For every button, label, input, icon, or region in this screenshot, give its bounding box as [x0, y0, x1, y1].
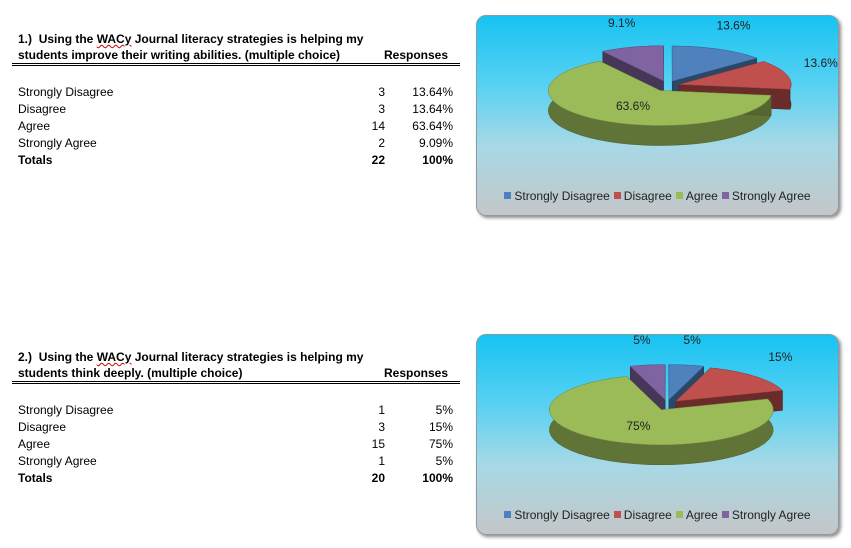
- question-2-title-end: Journal literacy strategies is helping m…: [18, 350, 364, 380]
- row-percent: 63.64%: [412, 119, 453, 133]
- data-label-strongly-agree: 5%: [633, 335, 651, 347]
- pie-chart-1: 13.6% 13.6% 63.6% 9.1% Strongly Disagree Dis…: [476, 15, 839, 216]
- question-1-row: Disagree 3 13.64%: [18, 101, 458, 118]
- row-label: Disagree: [18, 420, 67, 434]
- pie-chart-2: 5% 15% 75% 5% Strongly Disagree Disagree Agre…: [476, 334, 839, 535]
- legend-item-strongly-disagree: Strongly Disagree: [504, 508, 610, 522]
- data-label-agree: 75%: [626, 419, 650, 433]
- row-label: Strongly Disagree: [18, 85, 114, 99]
- row-count: 3: [378, 420, 385, 434]
- totals-count: 22: [371, 153, 385, 167]
- legend-item-disagree: Disagree: [613, 189, 672, 203]
- legend-item-strongly-disagree: Strongly Disagree: [504, 189, 610, 203]
- legend-label-agree: Agree: [685, 508, 718, 522]
- row-percent: 9.09%: [418, 136, 453, 150]
- question-2-row: Strongly Agree 1 5%: [18, 453, 458, 470]
- data-label-disagree: 15%: [768, 350, 792, 364]
- row-percent: 13.64%: [412, 85, 453, 99]
- legend-item-disagree: Disagree: [613, 508, 672, 522]
- row-count: 1: [378, 454, 385, 468]
- legend-label-strongly-disagree: Strongly Disagree: [514, 508, 610, 522]
- data-label-strongly-disagree: 13.6%: [716, 19, 750, 33]
- pie-slice-agree: [547, 60, 772, 146]
- row-label: Agree: [18, 437, 51, 451]
- totals-label: Totals: [18, 471, 53, 485]
- question-2-title: 2.) Using the WACy Journal literacy stra…: [18, 349, 378, 381]
- legend-label-strongly-agree: Strongly Agree: [731, 189, 811, 203]
- question-1-title-start: Using the: [38, 32, 97, 46]
- legend-label-disagree: Disagree: [623, 508, 672, 522]
- row-label: Disagree: [18, 102, 67, 116]
- question-2-row: Strongly Disagree 1 5%: [18, 402, 458, 419]
- row-label: Agree: [18, 119, 51, 133]
- question-2-responses-header: Responses: [384, 366, 449, 380]
- legend-swatch-agree: [675, 511, 683, 519]
- row-count: 2: [378, 136, 385, 150]
- question-1-wacy-word: WACy: [96, 32, 132, 46]
- pie-chart-1-legend: Strongly Disagree Disagree Agree Strongly A…: [477, 189, 838, 203]
- row-count: 1: [378, 403, 385, 417]
- legend-label-disagree: Disagree: [623, 189, 672, 203]
- totals-percent: 100%: [422, 153, 453, 167]
- row-label: Strongly Agree: [18, 136, 97, 150]
- pie-slice-agree: [549, 375, 774, 466]
- totals-label: Totals: [18, 153, 53, 167]
- legend-swatch-strongly-disagree: [504, 192, 512, 200]
- question-2-row: Disagree 3 15%: [18, 419, 458, 436]
- question-1-responses-header: Responses: [384, 48, 449, 62]
- data-label-strongly-agree: 9.1%: [608, 16, 636, 30]
- pie-chart-1-plot: 13.6% 13.6% 63.6% 9.1%: [547, 16, 838, 146]
- question-2-title-start: Using the: [38, 350, 97, 364]
- question-1-row: Agree 14 63.64%: [18, 118, 458, 135]
- row-label: Strongly Disagree: [18, 403, 114, 417]
- row-percent: 15%: [428, 420, 453, 434]
- question-1-totals-row: Totals 22 100%: [18, 152, 458, 169]
- question-1-number: 1.): [18, 32, 33, 46]
- legend-item-strongly-agree: Strongly Agree: [721, 189, 811, 203]
- question-1-title: 1.) Using the WACy Journal literacy stra…: [18, 31, 378, 63]
- question-2-wacy-word: WACy: [96, 350, 132, 364]
- legend-item-strongly-agree: Strongly Agree: [721, 508, 811, 522]
- row-count: 14: [371, 119, 385, 133]
- row-count: 3: [378, 85, 385, 99]
- pie-chart-2-plot: 5% 15% 75% 5%: [549, 335, 793, 466]
- question-1-row: Strongly Disagree 3 13.64%: [18, 84, 458, 101]
- legend-swatch-agree: [675, 192, 683, 200]
- row-label: Strongly Agree: [18, 454, 97, 468]
- legend-swatch-disagree: [613, 192, 621, 200]
- question-2-number: 2.): [18, 350, 33, 364]
- legend-item-agree: Agree: [675, 189, 718, 203]
- legend-item-agree: Agree: [675, 508, 718, 522]
- legend-swatch-strongly-disagree: [504, 511, 512, 519]
- legend-label-strongly-agree: Strongly Agree: [731, 508, 811, 522]
- question-2-header-rule: [12, 381, 460, 384]
- row-percent: 5%: [435, 403, 453, 417]
- legend-swatch-disagree: [613, 511, 621, 519]
- question-1-row: Strongly Agree 2 9.09%: [18, 135, 458, 152]
- totals-count: 20: [371, 471, 385, 485]
- data-label-disagree: 13.6%: [804, 56, 838, 70]
- totals-percent: 100%: [422, 471, 453, 485]
- row-percent: 75%: [428, 437, 453, 451]
- legend-label-agree: Agree: [685, 189, 718, 203]
- row-percent: 5%: [435, 454, 453, 468]
- question-2-totals-row: Totals 20 100%: [18, 470, 458, 487]
- legend-swatch-strongly-agree: [721, 511, 729, 519]
- row-percent: 13.64%: [412, 102, 453, 116]
- row-count: 15: [371, 437, 385, 451]
- legend-swatch-strongly-agree: [721, 192, 729, 200]
- data-label-agree: 63.6%: [616, 99, 650, 113]
- data-label-strongly-disagree: 5%: [683, 335, 701, 347]
- legend-label-strongly-disagree: Strongly Disagree: [514, 189, 610, 203]
- question-1-header-rule: [12, 63, 460, 66]
- question-2-row: Agree 15 75%: [18, 436, 458, 453]
- pie-chart-2-legend: Strongly Disagree Disagree Agree Strongly A…: [477, 508, 838, 522]
- row-count: 3: [378, 102, 385, 116]
- question-1-title-end: Journal literacy strategies is helping m…: [18, 32, 364, 62]
